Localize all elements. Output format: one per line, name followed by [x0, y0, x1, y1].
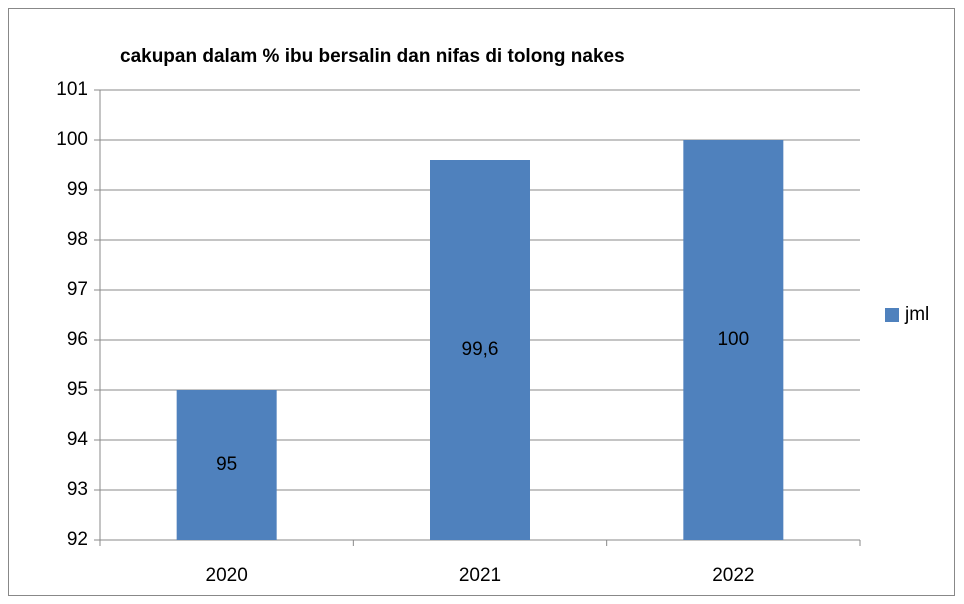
bar	[683, 140, 784, 540]
y-tick-label: 97	[67, 279, 88, 300]
y-tick-label: 100	[56, 129, 88, 150]
y-tick-label: 99	[67, 179, 88, 200]
legend-swatch	[885, 308, 899, 322]
y-tick-label: 101	[56, 79, 88, 100]
y-tick-label: 92	[67, 529, 88, 550]
y-tick-label: 95	[67, 379, 88, 400]
y-tick-label: 96	[67, 329, 88, 350]
x-tick-label: 2021	[459, 565, 501, 586]
y-tick-label: 94	[67, 429, 89, 450]
data-label: 100	[717, 329, 749, 350]
y-tick-label: 98	[67, 229, 88, 250]
x-tick-label: 2022	[712, 565, 754, 586]
legend-label: jml	[904, 304, 929, 325]
chart-title: cakupan dalam % ibu bersalin dan nifas d…	[120, 46, 625, 67]
x-tick-label: 2020	[206, 565, 248, 586]
y-tick-label: 93	[67, 479, 88, 500]
data-label: 99,6	[462, 339, 499, 360]
bar	[176, 390, 277, 540]
bar	[430, 160, 530, 540]
data-label: 95	[216, 454, 237, 475]
